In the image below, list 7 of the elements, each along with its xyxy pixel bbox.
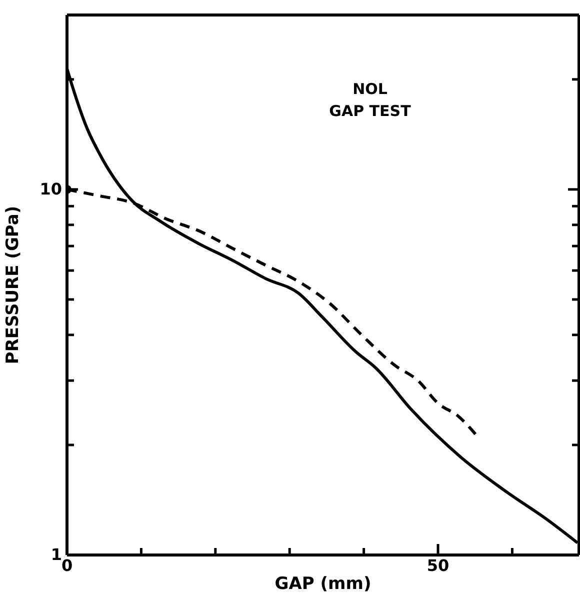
annotation: NOL GAP TEST xyxy=(328,79,412,122)
y-axis-title: PRESSURE (GPa) xyxy=(3,206,24,364)
x-tick-label: 0 xyxy=(61,556,73,575)
x-tick-label: 50 xyxy=(426,556,450,575)
x-axis-title: GAP (mm) xyxy=(274,574,372,594)
y-tick-label: 10 xyxy=(40,179,62,198)
y-tick-label: 1 xyxy=(50,545,62,564)
